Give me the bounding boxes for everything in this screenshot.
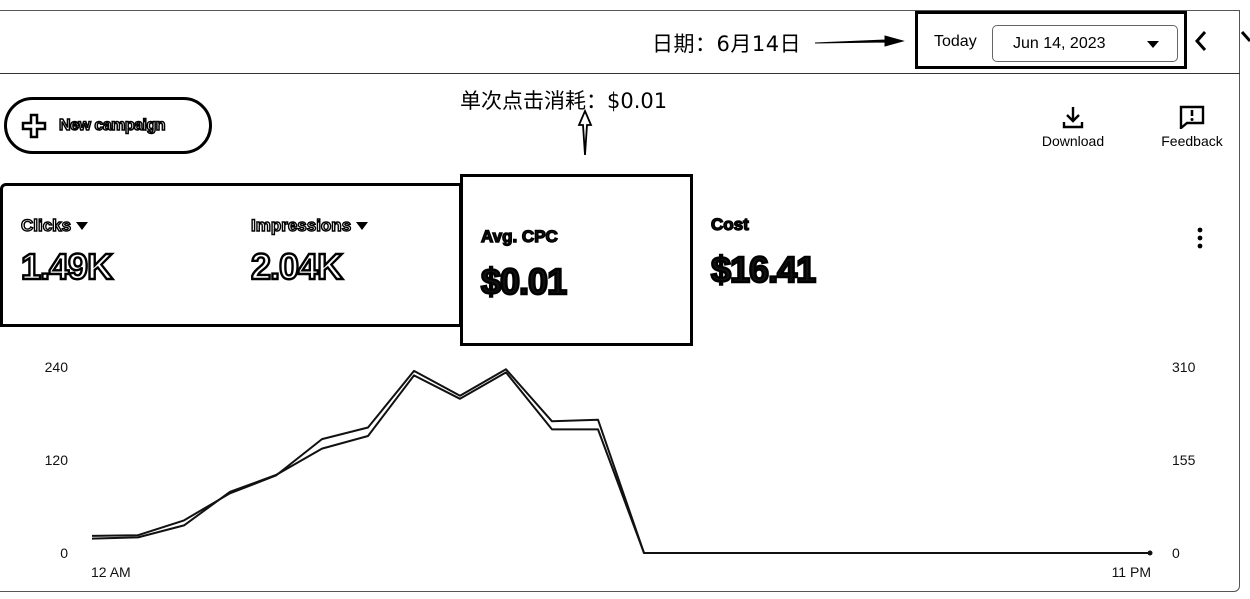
metric-clicks[interactable]: Clicks 1.49K <box>20 215 114 288</box>
new-campaign-button[interactable]: New campaign <box>4 97 212 154</box>
dashboard-frame: 日期：6月14日 Today Jun 14, 2023 New campaign… <box>0 10 1250 592</box>
series-line-right <box>91 371 1150 554</box>
caret-down-icon[interactable] <box>356 222 369 230</box>
download-icon <box>1062 107 1084 129</box>
metric-avg-cpc[interactable]: Avg. CPC $0.01 <box>480 226 568 303</box>
more-vert-icon[interactable] <box>1195 227 1205 251</box>
series-end-point <box>1147 550 1153 556</box>
metric-impressions-name: Impressions <box>250 215 352 235</box>
y-right-tick-label: 0 <box>1172 545 1180 561</box>
top-bar: 日期：6月14日 Today Jun 14, 2023 <box>0 11 1250 74</box>
metric-impressions-value: 2.04K <box>250 245 344 288</box>
metrics-highlight-box: Clicks 1.49K Impressions 2.04K <box>0 183 462 327</box>
metric-impressions-header: Impressions <box>250 215 369 236</box>
x-tick-label: 12 AM <box>91 564 131 580</box>
series-line-left <box>91 368 1150 554</box>
feedback-label: Feedback <box>1161 133 1223 149</box>
y-left-tick-label: 240 <box>45 359 69 375</box>
cpc-annotation: 单次点击消耗：$0.01 <box>460 89 668 113</box>
y-left-tick-label: 120 <box>45 452 69 468</box>
y-left-tick-label: 0 <box>60 545 68 561</box>
performance-chart: 0 120 240 0 155 310 12 AM 11 PM <box>45 359 1196 580</box>
download-label: Download <box>1041 133 1105 149</box>
plus-icon <box>21 113 47 138</box>
date-range-picker: Today Jun 14, 2023 <box>915 11 1187 69</box>
chevron-right-icon[interactable] <box>1240 29 1250 53</box>
metric-cost-name: Cost <box>710 214 749 234</box>
chevron-left-icon[interactable] <box>1193 29 1209 53</box>
arrow-right-icon <box>815 35 905 47</box>
metric-impressions[interactable]: Impressions 2.04K <box>250 215 369 288</box>
metric-avg-cpc-value: $0.01 <box>480 260 568 303</box>
metric-clicks-name: Clicks <box>20 215 72 235</box>
feedback-button[interactable]: Feedback <box>1155 105 1229 149</box>
arrow-up-icon <box>577 109 593 156</box>
y-right-tick-label: 155 <box>1172 452 1196 468</box>
caret-down-icon <box>1147 41 1159 48</box>
feedback-icon <box>1179 105 1205 129</box>
new-campaign-label: New campaign <box>58 116 166 135</box>
date-annotation: 日期：6月14日 <box>652 32 802 56</box>
date-select[interactable]: Jun 14, 2023 <box>992 25 1178 62</box>
avg-cpc-highlight-box: Avg. CPC $0.01 <box>460 174 693 346</box>
date-value: Jun 14, 2023 <box>1013 34 1106 52</box>
metric-cost-value: $16.41 <box>710 248 818 291</box>
y-right-tick-label: 310 <box>1172 359 1196 375</box>
metric-avg-cpc-name: Avg. CPC <box>480 226 558 246</box>
today-label[interactable]: Today <box>934 33 977 50</box>
metric-cost[interactable]: Cost $16.41 <box>710 214 818 291</box>
x-tick-label: 11 PM <box>1112 564 1151 580</box>
download-button[interactable]: Download <box>1036 105 1110 149</box>
metric-clicks-value: 1.49K <box>20 245 114 288</box>
metric-clicks-header: Clicks <box>20 215 112 236</box>
caret-down-icon[interactable] <box>76 222 89 230</box>
